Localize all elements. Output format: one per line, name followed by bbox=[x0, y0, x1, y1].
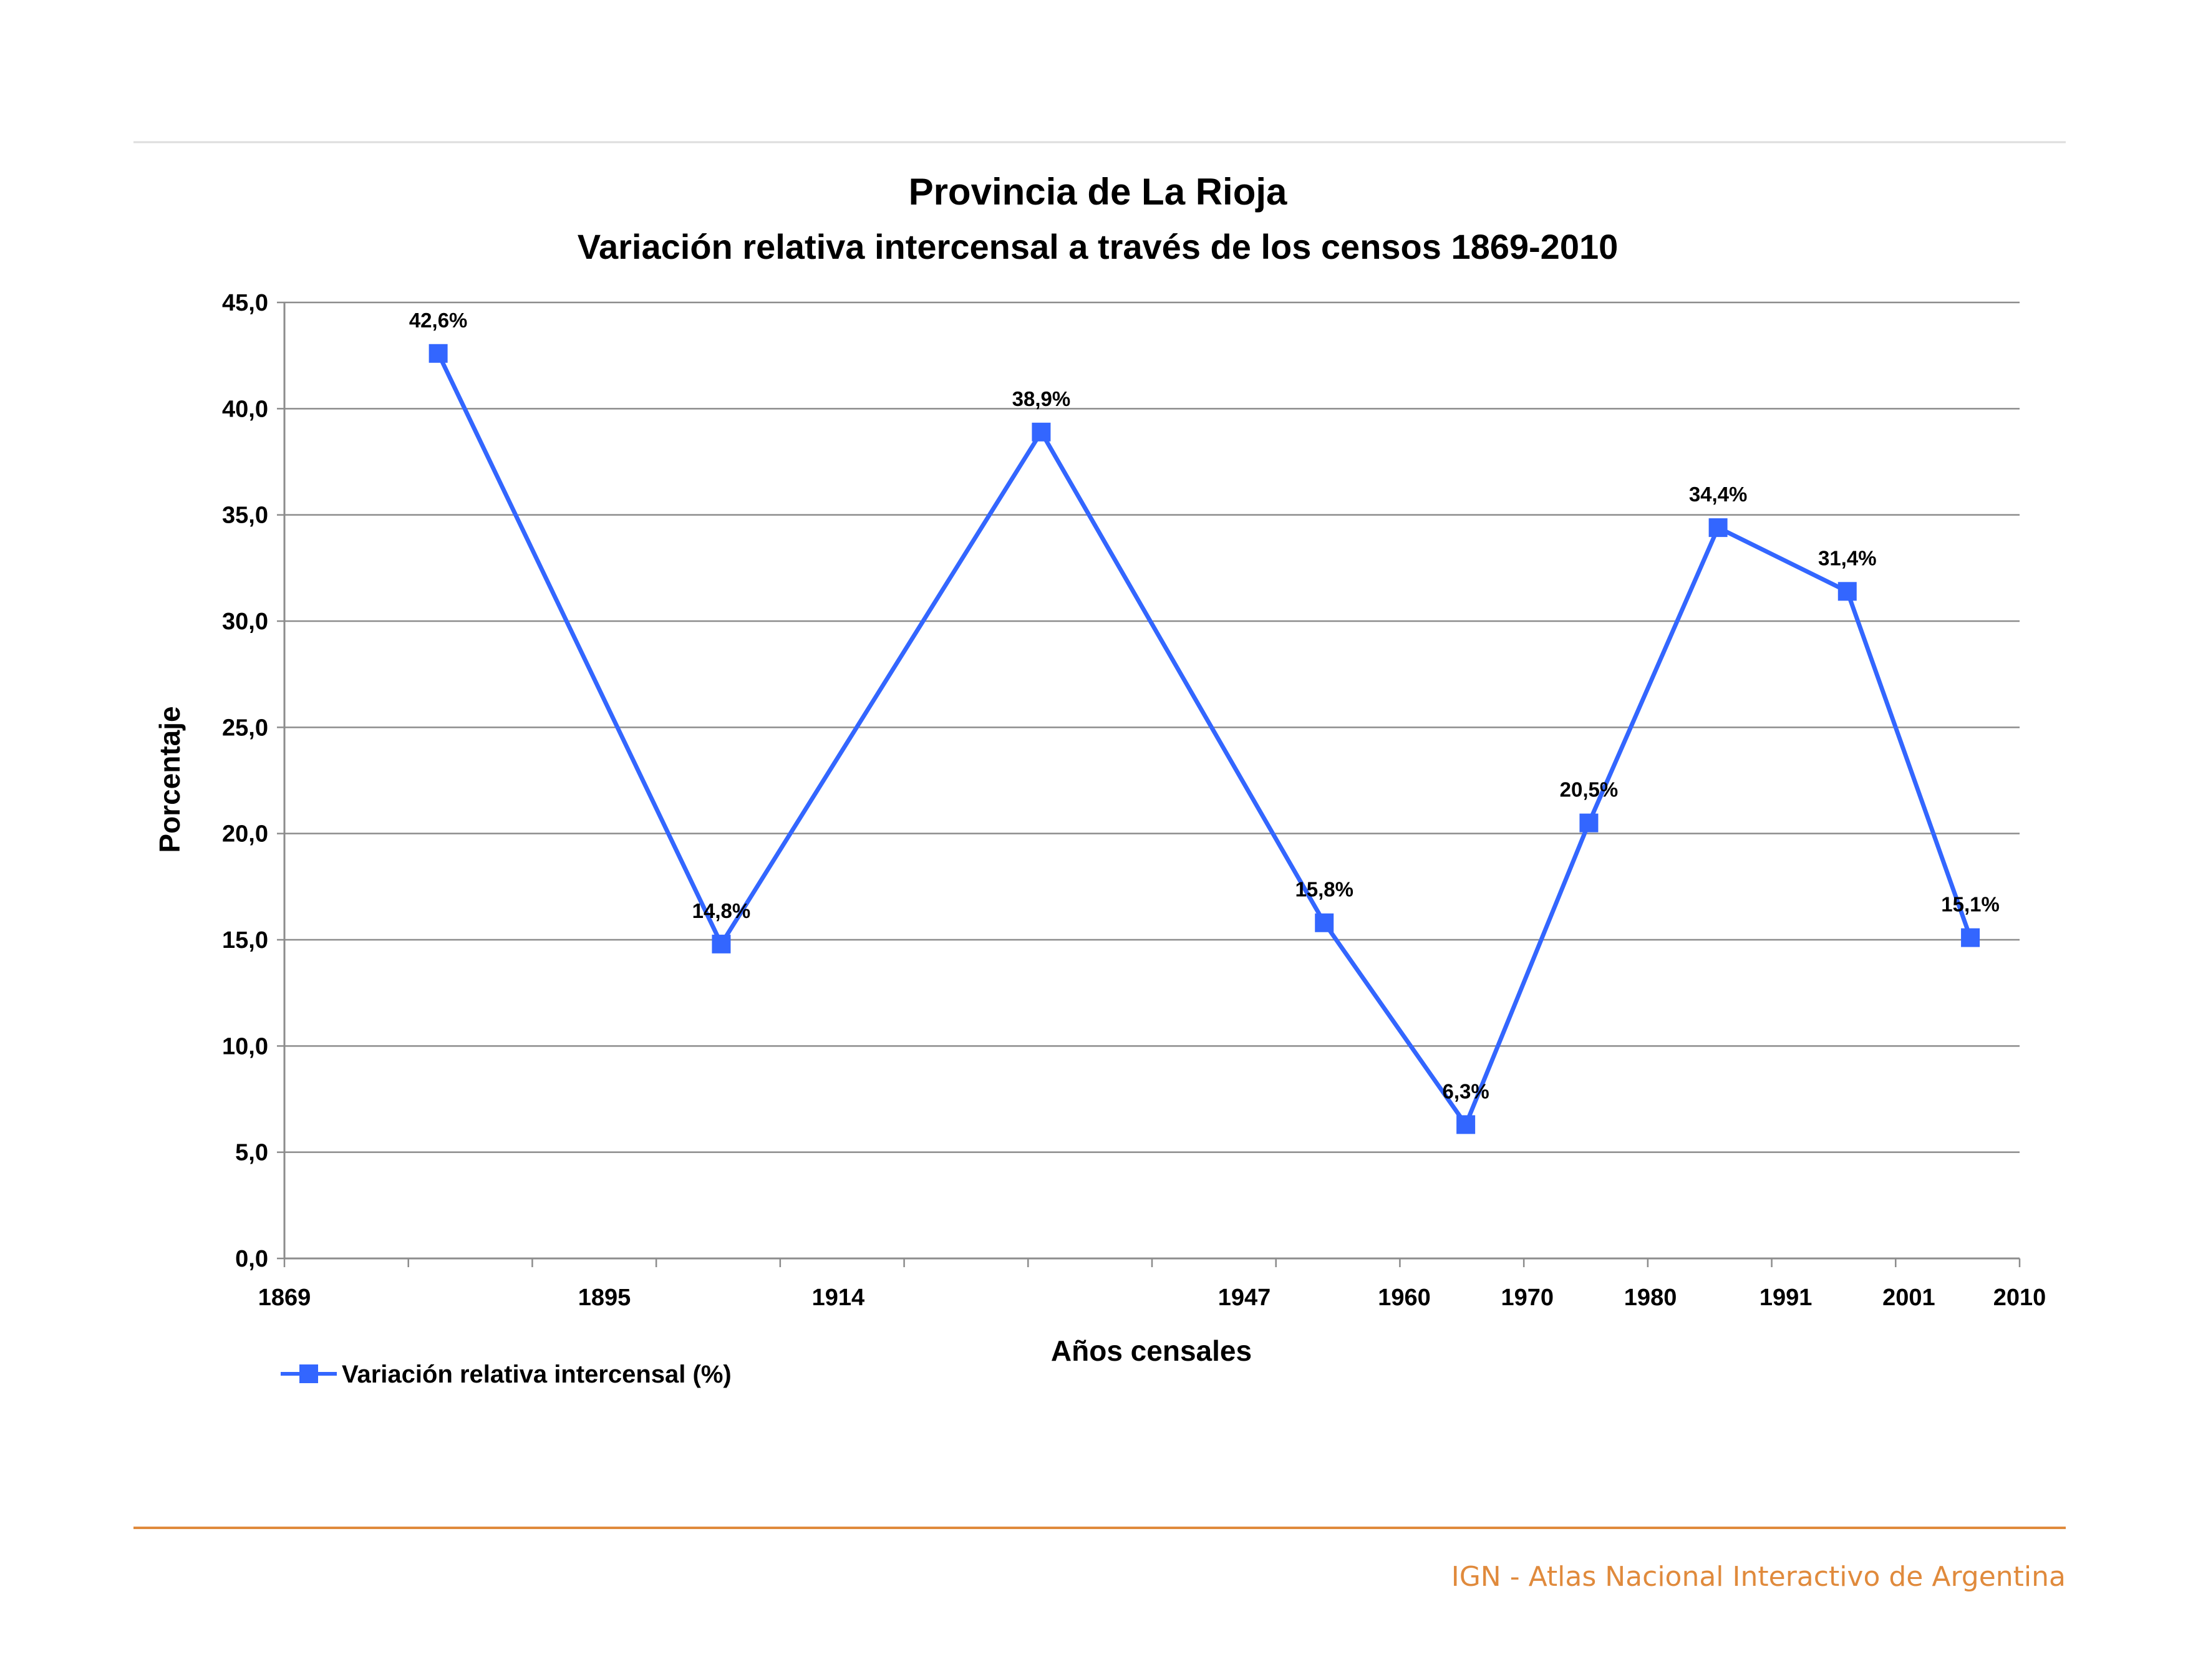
series-line bbox=[436, 352, 1973, 1127]
x-tick-label: 1914 bbox=[812, 1285, 865, 1311]
data-label: 15,8% bbox=[1295, 878, 1353, 901]
data-label: 14,8% bbox=[692, 899, 751, 922]
x-tick-label: 1970 bbox=[1501, 1285, 1554, 1311]
legend: Variación relativa intercensal (%) bbox=[281, 1361, 732, 1388]
y-tick-label: 40,0 bbox=[222, 396, 268, 422]
data-point bbox=[1837, 582, 1857, 601]
plot-area: 0,0 5,0 10,0 15,0 20,0 25,0 30,0 35,0 40,0 45,0 18… bbox=[222, 290, 2046, 1311]
y-tick-label: 5,0 bbox=[235, 1140, 268, 1166]
y-tick-label: 25,0 bbox=[222, 715, 268, 741]
data-point bbox=[428, 344, 448, 363]
chart-subtitle: Variación relativa intercensal a través … bbox=[578, 227, 1619, 266]
x-axis-title: Años censales bbox=[1051, 1335, 1252, 1367]
data-label: 31,4% bbox=[1818, 546, 1877, 569]
data-point bbox=[1961, 928, 1980, 947]
y-tick-label: 10,0 bbox=[222, 1033, 268, 1060]
y-tick-label: 0,0 bbox=[235, 1246, 268, 1272]
data-label: 34,4% bbox=[1689, 483, 1748, 506]
data-point bbox=[712, 934, 731, 953]
x-tick-label: 2010 bbox=[1993, 1285, 2046, 1311]
y-tick-label: 20,0 bbox=[222, 821, 268, 847]
x-tick-label: 1960 bbox=[1378, 1285, 1431, 1311]
x-tick-label: 2001 bbox=[1882, 1285, 1935, 1311]
data-point bbox=[1708, 518, 1728, 538]
chart-title: Provincia de La Rioja bbox=[909, 171, 1287, 213]
y-axis-title: Porcentaje bbox=[153, 706, 186, 852]
y-tick-label: 30,0 bbox=[222, 609, 268, 635]
data-label: 42,6% bbox=[409, 309, 468, 332]
data-label: 20,5% bbox=[1560, 778, 1619, 801]
legend-marker bbox=[299, 1364, 318, 1383]
x-tick-label: 1980 bbox=[1624, 1285, 1677, 1311]
y-tick-label: 35,0 bbox=[222, 503, 268, 529]
data-label: 6,3% bbox=[1443, 1079, 1489, 1103]
x-tick-label: 1947 bbox=[1218, 1285, 1271, 1311]
x-tick-label: 1895 bbox=[578, 1285, 631, 1311]
y-tick-label: 45,0 bbox=[222, 290, 268, 316]
data-label: 15,1% bbox=[1941, 893, 2000, 916]
y-tick-label: 15,0 bbox=[222, 927, 268, 953]
data-point bbox=[1315, 913, 1334, 932]
x-tick-label: 1991 bbox=[1760, 1285, 1813, 1311]
data-point bbox=[1579, 813, 1599, 833]
data-label: 38,9% bbox=[1012, 387, 1071, 410]
x-tick-label: 1869 bbox=[258, 1285, 311, 1311]
footer-text: IGN - Atlas Nacional Interactivo de Arge… bbox=[1451, 1561, 2066, 1593]
data-point bbox=[1456, 1115, 1476, 1134]
data-point bbox=[1032, 422, 1051, 442]
legend-label: Variación relativa intercensal (%) bbox=[342, 1361, 732, 1388]
